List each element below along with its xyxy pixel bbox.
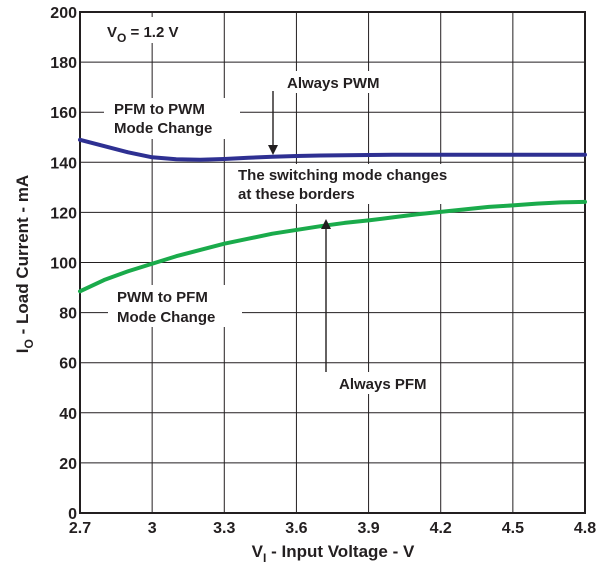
y-tick-label: 100 — [50, 256, 77, 273]
always-pfm-label: Always PFM — [339, 376, 427, 393]
pwm-to-pfm-label-line1: PWM to PFM — [117, 289, 208, 306]
y-tick-labels: 0 20 40 60 80 100 120 140 160 180 200 — [50, 5, 77, 523]
pfm-to-pwm-label-line2: Mode Change — [114, 120, 212, 137]
x-tick-label: 2.7 — [69, 520, 91, 537]
y-tick-label: 20 — [59, 456, 77, 473]
x-tick-label: 3.6 — [285, 520, 307, 537]
x-tick-label: 4.8 — [574, 520, 596, 537]
y-tick-label: 140 — [50, 155, 77, 172]
y-tick-label: 40 — [59, 406, 77, 423]
x-tick-label: 3.9 — [357, 520, 379, 537]
y-tick-label: 60 — [59, 356, 77, 373]
pfm-to-pwm-label-line1: PFM to PWM — [114, 101, 205, 118]
y-tick-label: 160 — [50, 105, 77, 122]
switching-label-line2: at these borders — [238, 186, 355, 203]
y-tick-label: 180 — [50, 55, 77, 72]
series-line-1 — [78, 199, 587, 294]
x-tick-label: 4.5 — [502, 520, 524, 537]
x-tick-label: 3.3 — [213, 520, 235, 537]
y-tick-label: 0 — [68, 506, 77, 523]
switching-label-line1: The switching mode changes — [238, 167, 447, 184]
pwm-to-pfm-label-line2: Mode Change — [117, 309, 215, 326]
x-tick-label: 4.2 — [430, 520, 452, 537]
y-tick-label: 120 — [50, 205, 77, 222]
series-line-0 — [78, 137, 587, 162]
vo-annotation: VO = 1.2 V — [107, 24, 178, 45]
plot-area-border — [79, 11, 586, 514]
annotations: VO = 1.2 V Always PWM PFM to PWM Mode Ch… — [98, 17, 504, 394]
y-tick-label: 80 — [59, 306, 77, 323]
y-axis-title: IO - Load Current - mA — [13, 175, 36, 353]
series-group — [78, 137, 587, 294]
y-tick-label: 200 — [50, 5, 77, 22]
x-axis-title: VI - Input Voltage - V — [252, 542, 415, 565]
grid-lines — [79, 11, 586, 514]
always-pwm-label: Always PWM — [287, 75, 380, 92]
x-tick-label: 3 — [148, 520, 157, 537]
x-tick-labels: 2.7 3 3.3 3.6 3.9 4.2 4.5 4.8 — [69, 520, 596, 537]
